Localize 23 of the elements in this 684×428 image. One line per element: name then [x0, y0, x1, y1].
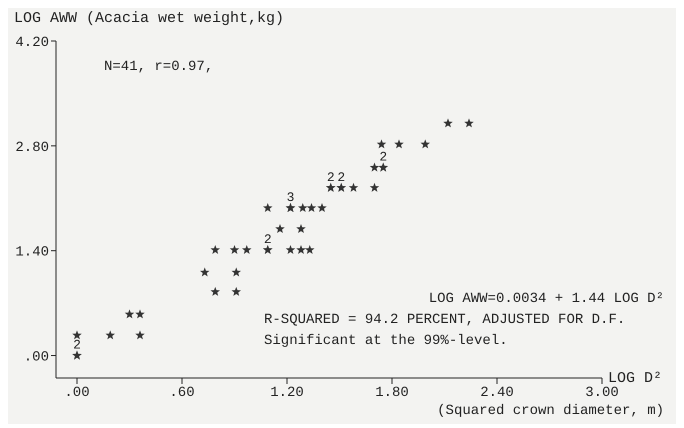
y-tick-label: 1.40 [15, 244, 49, 261]
annotation: 3 [286, 190, 294, 205]
x-tick-label: 3.00 [585, 384, 619, 401]
annotation: N=41, r=0.97, [104, 59, 214, 75]
x-tick-label: .60 [169, 384, 195, 401]
annotation: LOG AWW=0.0034 + 1.44 LOG D² [428, 291, 664, 307]
annotation: 2 [379, 150, 388, 165]
y-tick-label: 4.20 [15, 34, 49, 51]
annotation: R-SQUARED = 94.2 PERCENT, ADJUSTED FOR D.F. [264, 312, 626, 328]
y-tick-label: .00 [24, 350, 49, 366]
x-tick-label: 1.20 [270, 384, 304, 401]
x-axis-title: LOG D² [608, 370, 662, 387]
x-tick-label: .00 [64, 384, 90, 401]
y-tick-label: 2.80 [15, 140, 49, 156]
annotation: Significant at the 99%-level. [264, 333, 508, 349]
annotation: 2 [73, 338, 81, 353]
text: (Squared crown diameter, m) [437, 403, 664, 419]
annotation: 2 [337, 170, 346, 185]
annotation: 2 [264, 232, 272, 247]
annotation: 2 [326, 170, 335, 185]
x-tick-label: 2.40 [480, 384, 514, 401]
y-axis-title: LOG AWW (Acacia wet weight,kg) [14, 10, 284, 27]
x-tick-label: 1.80 [375, 384, 409, 401]
